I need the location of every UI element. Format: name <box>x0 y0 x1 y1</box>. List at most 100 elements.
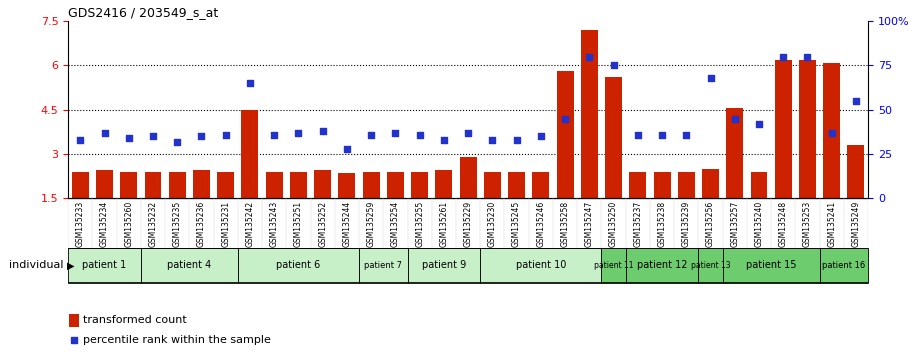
Text: patient 16: patient 16 <box>823 261 865 270</box>
Text: patient 12: patient 12 <box>637 261 687 270</box>
Point <box>679 132 694 137</box>
Point <box>727 116 742 121</box>
Point <box>606 63 621 68</box>
Bar <box>480 248 602 283</box>
Point <box>800 54 814 59</box>
Bar <box>338 173 355 198</box>
Text: GSM135252: GSM135252 <box>318 201 327 247</box>
Text: GSM135245: GSM135245 <box>512 201 521 247</box>
Text: GSM135257: GSM135257 <box>730 201 739 247</box>
Bar <box>363 172 380 198</box>
Bar <box>625 248 698 283</box>
Point <box>631 132 645 137</box>
Bar <box>605 77 622 198</box>
Bar <box>265 172 283 198</box>
Point <box>218 132 233 137</box>
Text: patient 13: patient 13 <box>691 261 730 270</box>
Text: GSM135256: GSM135256 <box>706 201 715 247</box>
Text: GSM135235: GSM135235 <box>173 201 182 247</box>
Bar <box>774 59 792 198</box>
Text: GSM135240: GSM135240 <box>754 201 764 247</box>
Text: GSM135244: GSM135244 <box>343 201 352 247</box>
Text: GSM135251: GSM135251 <box>294 201 303 247</box>
Point <box>340 146 355 152</box>
Point <box>122 135 136 141</box>
Text: GSM135260: GSM135260 <box>125 201 134 247</box>
Text: GSM135239: GSM135239 <box>682 201 691 247</box>
Point <box>388 130 403 136</box>
Point <box>849 98 864 104</box>
Bar <box>217 172 235 198</box>
Text: patient 15: patient 15 <box>746 261 796 270</box>
Text: GSM135255: GSM135255 <box>415 201 425 247</box>
Point <box>291 130 305 136</box>
Text: GSM135232: GSM135232 <box>148 201 157 247</box>
Bar <box>169 172 185 198</box>
Point <box>170 139 185 144</box>
Text: patient 7: patient 7 <box>365 261 403 270</box>
Bar <box>751 172 767 198</box>
Point <box>73 137 87 143</box>
Point <box>364 132 378 137</box>
Bar <box>556 72 574 198</box>
Point <box>582 54 596 59</box>
Bar <box>629 172 646 198</box>
Text: GSM135249: GSM135249 <box>852 201 861 247</box>
Point <box>97 130 112 136</box>
Text: patient 10: patient 10 <box>515 261 566 270</box>
Bar <box>847 145 864 198</box>
Bar <box>68 248 141 283</box>
Point <box>413 132 427 137</box>
Bar <box>702 169 719 198</box>
Point <box>654 132 669 137</box>
Point <box>776 54 791 59</box>
Text: GSM135250: GSM135250 <box>609 201 618 247</box>
Text: GSM135253: GSM135253 <box>803 201 812 247</box>
Text: patient 9: patient 9 <box>422 261 466 270</box>
Point <box>267 132 282 137</box>
Point <box>461 130 475 136</box>
Bar <box>460 157 476 198</box>
Text: ▶: ▶ <box>67 261 75 270</box>
Text: GSM135229: GSM135229 <box>464 201 473 247</box>
Bar <box>602 248 625 283</box>
Point <box>195 133 209 139</box>
Point <box>534 133 548 139</box>
Text: GSM135254: GSM135254 <box>391 201 400 247</box>
Text: patient 6: patient 6 <box>276 261 321 270</box>
Point <box>485 137 500 143</box>
Bar <box>96 170 113 198</box>
Text: GSM135242: GSM135242 <box>245 201 255 247</box>
Text: GSM135247: GSM135247 <box>584 201 594 247</box>
Bar <box>72 172 89 198</box>
Text: patient 11: patient 11 <box>594 261 634 270</box>
Text: GSM135231: GSM135231 <box>221 201 230 247</box>
Text: GSM135241: GSM135241 <box>827 201 836 247</box>
Text: transformed count: transformed count <box>83 315 186 325</box>
Bar <box>238 248 359 283</box>
Bar <box>726 108 744 198</box>
Text: GSM135246: GSM135246 <box>536 201 545 247</box>
Bar <box>435 170 453 198</box>
Text: GSM135258: GSM135258 <box>561 201 570 247</box>
Bar <box>484 172 501 198</box>
Text: GDS2416 / 203549_s_at: GDS2416 / 203549_s_at <box>68 6 218 19</box>
Bar <box>120 172 137 198</box>
Bar <box>508 172 525 198</box>
Bar <box>654 172 671 198</box>
Bar <box>581 30 598 198</box>
Bar <box>678 172 694 198</box>
Point <box>145 133 160 139</box>
Text: GSM135230: GSM135230 <box>488 201 497 247</box>
Text: GSM135233: GSM135233 <box>75 201 85 247</box>
Text: GSM135248: GSM135248 <box>779 201 788 247</box>
Bar <box>69 314 79 327</box>
Text: patient 1: patient 1 <box>83 261 126 270</box>
Bar <box>145 172 162 198</box>
Point <box>752 121 766 127</box>
Text: GSM135236: GSM135236 <box>197 201 206 247</box>
Bar <box>799 59 816 198</box>
Bar <box>407 248 480 283</box>
Bar <box>411 172 428 198</box>
Bar <box>820 248 868 283</box>
